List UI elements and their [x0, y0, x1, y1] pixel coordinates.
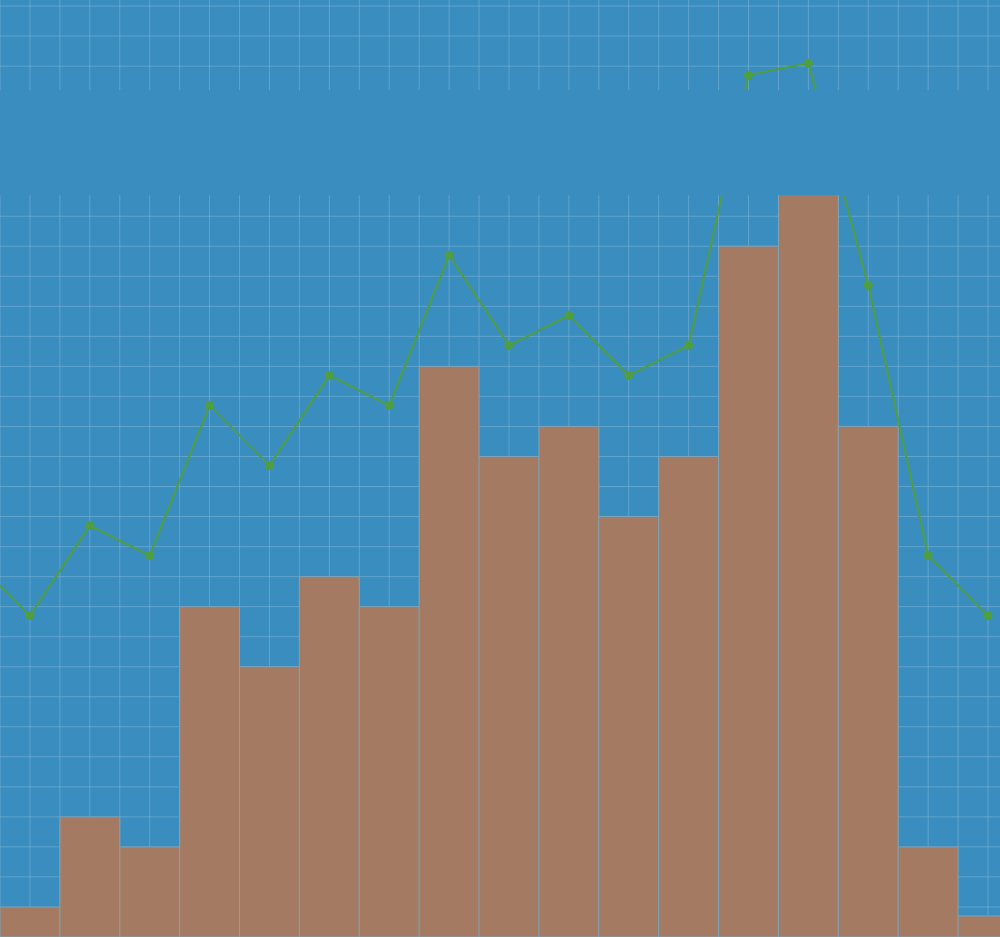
line-point: [85, 521, 95, 531]
line-point: [25, 611, 35, 621]
bar: [957, 915, 1000, 937]
bar: [239, 666, 300, 937]
bar: [179, 606, 241, 937]
bar: [358, 606, 420, 937]
bar-series: [0, 155, 1000, 937]
line-point: [444, 250, 454, 260]
bar: [837, 425, 899, 937]
line-point: [504, 340, 514, 350]
line-point: [564, 310, 574, 320]
bar: [298, 576, 360, 937]
line-point: [684, 340, 694, 350]
line-point: [324, 370, 334, 380]
band-rect: [0, 90, 1000, 196]
bar: [418, 365, 480, 937]
bar: [777, 155, 839, 937]
occluding-band: [0, 90, 1000, 196]
bar: [119, 846, 181, 937]
bar: [478, 455, 540, 937]
line-point: [863, 280, 873, 290]
line-point: [744, 70, 754, 80]
line-point: [264, 460, 274, 470]
bar: [897, 846, 959, 937]
bar: [658, 455, 720, 937]
line-point: [145, 551, 155, 561]
line-point: [205, 400, 215, 410]
bar: [718, 245, 779, 937]
bar: [598, 516, 660, 937]
bar: [538, 425, 600, 937]
bar: [0, 906, 61, 937]
line-point: [923, 551, 933, 561]
line-point: [803, 58, 813, 68]
line-point: [983, 611, 993, 621]
bar: [59, 816, 121, 937]
line-point: [624, 370, 634, 380]
line-point: [384, 400, 394, 410]
